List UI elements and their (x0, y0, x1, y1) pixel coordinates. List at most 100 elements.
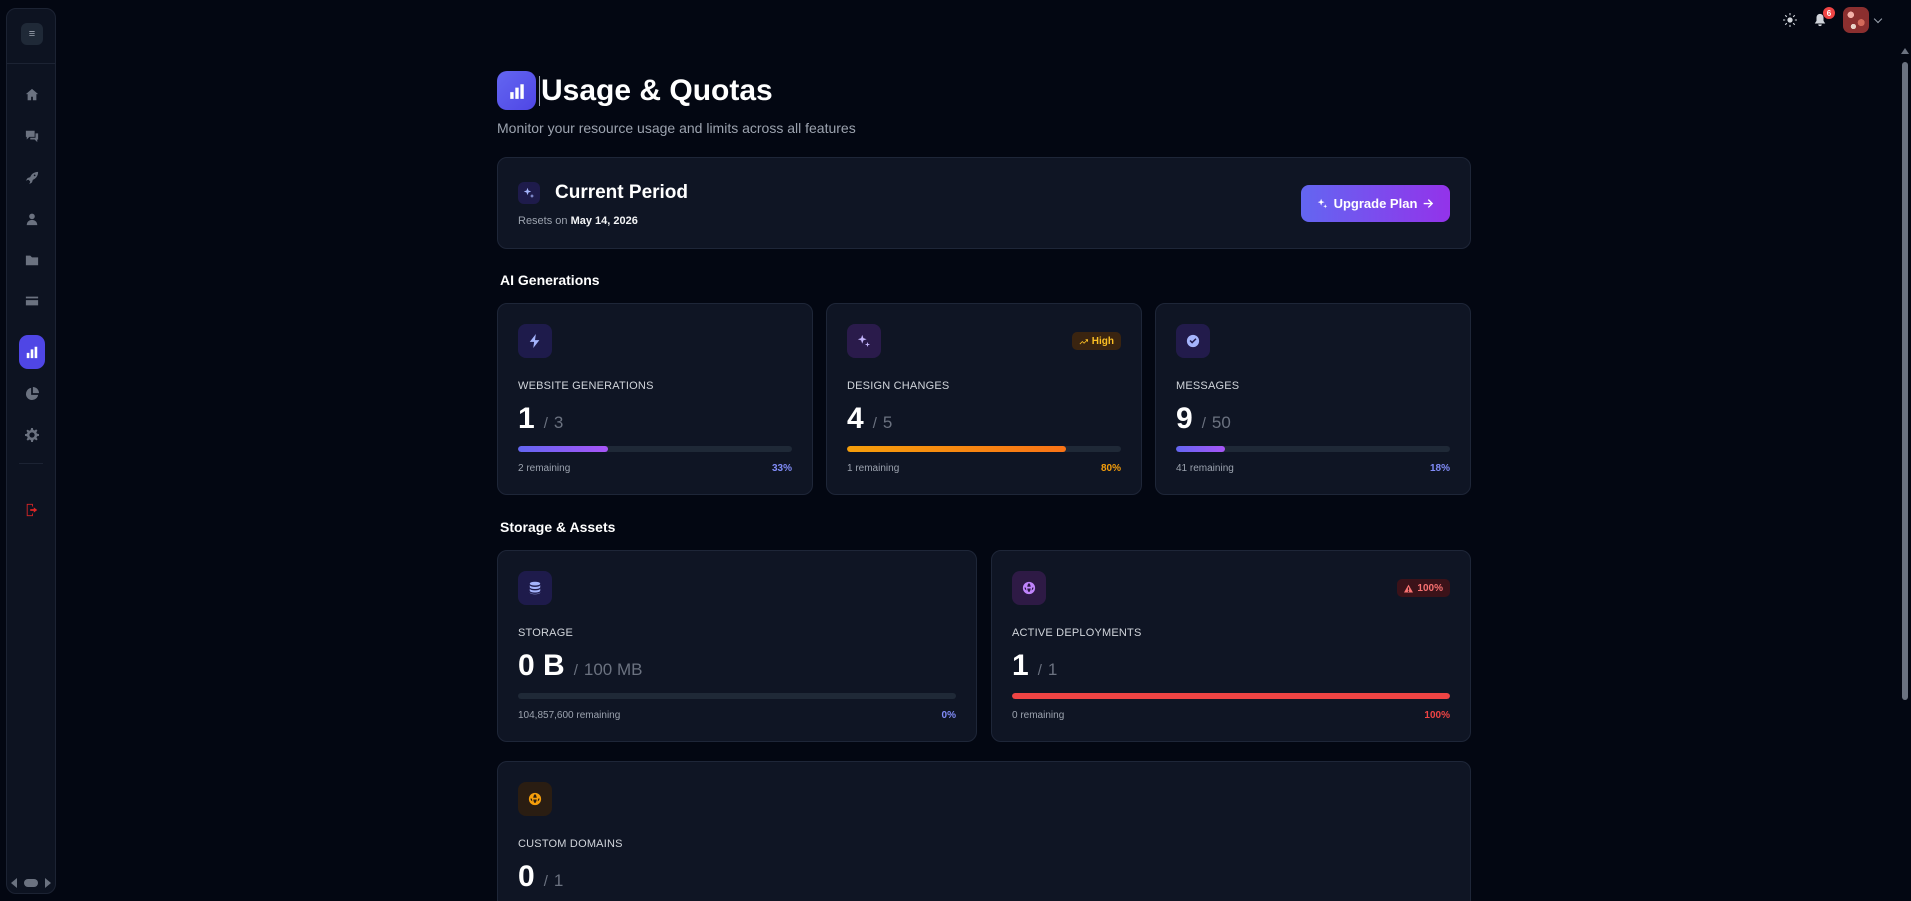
lightning-icon (518, 324, 552, 358)
page-subtitle: Monitor your resource usage and limits a… (497, 120, 856, 136)
sparkles-icon (518, 182, 540, 204)
progress-fill (1176, 446, 1226, 452)
metric-separator: / (872, 415, 877, 432)
check-circle-icon (1176, 324, 1210, 358)
user-icon (26, 213, 38, 226)
badge-label: 100% (1417, 582, 1443, 594)
metric-percent: 100% (1424, 710, 1450, 721)
usage-high-badge: High (1071, 332, 1121, 350)
gear-icon (25, 428, 39, 442)
metric-percent: 80% (1100, 463, 1121, 474)
metric-percent: 0% (941, 710, 956, 721)
theme-toggle-button[interactable] (1783, 13, 1797, 27)
page-icon (497, 71, 536, 110)
metric-limit: 1 (1047, 660, 1058, 679)
metric-card-custom-domains: CUSTOM DOMAINS 0 / 1 (497, 761, 1471, 901)
upgrade-plan-label: Upgrade Plan (1333, 196, 1418, 211)
sidebar-item-settings[interactable] (20, 423, 44, 447)
metric-remaining: 0 remaining (1012, 710, 1065, 721)
sidebar-item-profile[interactable] (20, 207, 44, 231)
progress-bar (1012, 693, 1450, 699)
globe-icon (518, 782, 552, 816)
topbar: 6 (1783, 6, 1883, 34)
metric-label: ACTIVE DEPLOYMENTS (1012, 627, 1142, 639)
metric-limit: 50 (1211, 413, 1231, 432)
section-title-ai-generations: AI Generations (500, 272, 600, 288)
reset-date-text: Resets on May 14, 2026 (518, 215, 638, 227)
metric-card-website-generations: WEBSITE GENERATIONS 1 / 3 2 remaining 33… (497, 303, 813, 495)
metric-limit: 100 MB (583, 660, 643, 679)
sidebar-item-usage[interactable] (19, 335, 45, 369)
progress-fill (1012, 693, 1450, 699)
metric-card-active-deployments: 100% ACTIVE DEPLOYMENTS 1 / 1 0 remainin… (991, 550, 1471, 742)
bar-chart-icon (509, 83, 524, 99)
sidebar-toggle-button[interactable]: ≡ (21, 23, 43, 45)
user-menu[interactable] (1843, 7, 1883, 33)
sidebar-item-chat[interactable] (20, 124, 44, 148)
metric-used: 4 (847, 402, 864, 435)
sidebar-item-logout[interactable] (20, 498, 44, 522)
rocket-icon (25, 171, 39, 185)
sidebar-item-home[interactable] (20, 83, 44, 107)
metric-value: 1 / 1 (1012, 649, 1057, 683)
metric-limit: 5 (882, 413, 893, 432)
metric-used: 0 (518, 860, 535, 893)
metric-card-messages: MESSAGES 9 / 50 41 remaining 18% (1155, 303, 1471, 495)
progress-bar (518, 446, 792, 452)
metric-used: 9 (1176, 402, 1193, 435)
scroll-thumb[interactable] (1902, 62, 1908, 700)
notifications-button[interactable]: 6 (1813, 7, 1835, 27)
credit-card-icon (25, 296, 39, 306)
warning-icon (1404, 584, 1414, 592)
notification-count-badge: 6 (1823, 7, 1835, 19)
scroll-up-arrow[interactable] (1901, 48, 1909, 54)
sun-icon (1783, 13, 1797, 27)
metric-value: 4 / 5 (847, 402, 892, 436)
metric-card-design-changes: High DESIGN CHANGES 4 / 5 1 remaining 80… (826, 303, 1142, 495)
chat-icon (25, 130, 39, 143)
usage-limit-badge: 100% (1397, 579, 1450, 597)
sparkles-icon (847, 324, 881, 358)
metric-limit: 1 (553, 871, 564, 890)
metric-separator: / (1037, 662, 1042, 679)
metric-percent: 33% (771, 463, 792, 474)
metric-label: DESIGN CHANGES (847, 380, 950, 392)
sidebar-item-deploy[interactable] (20, 166, 44, 190)
arrow-right-icon (1424, 199, 1434, 208)
avatar (1843, 7, 1869, 33)
trending-up-icon (1079, 338, 1088, 344)
metric-separator: / (543, 873, 548, 890)
scroll-left-arrow[interactable] (11, 878, 17, 888)
metric-limit: 3 (553, 413, 564, 432)
metric-label: MESSAGES (1176, 380, 1240, 392)
progress-bar (847, 446, 1121, 452)
menu-icon: ≡ (28, 28, 36, 40)
sidebar: ≡ (6, 8, 56, 894)
metric-value: 1 / 3 (518, 402, 563, 436)
sidebar-item-analytics[interactable] (20, 382, 44, 406)
scroll-right-arrow[interactable] (45, 878, 51, 888)
metric-percent: 18% (1429, 463, 1450, 474)
reset-date: May 14, 2026 (570, 215, 638, 227)
metric-label: CUSTOM DOMAINS (518, 838, 623, 850)
upgrade-plan-button[interactable]: Upgrade Plan (1301, 185, 1450, 222)
database-icon (518, 571, 552, 605)
metric-separator: / (573, 662, 578, 679)
sidebar-scrollbar[interactable] (11, 877, 51, 889)
metric-used: 0 B (518, 649, 565, 682)
metric-remaining: 41 remaining (1176, 463, 1234, 474)
page-header: Usage & Quotas (497, 71, 773, 110)
metric-remaining: 104,857,600 remaining (518, 710, 621, 721)
metric-value: 0 / 1 (518, 860, 563, 894)
page-title: Usage & Quotas (541, 73, 773, 107)
scroll-thumb[interactable] (24, 879, 38, 887)
pie-chart-icon (25, 387, 39, 401)
metric-value: 9 / 50 (1176, 402, 1231, 436)
sidebar-divider (7, 63, 55, 64)
logout-icon (26, 503, 38, 517)
page-scrollbar[interactable] (1899, 44, 1911, 901)
sidebar-item-projects[interactable] (20, 248, 44, 272)
chevron-down-icon (1873, 14, 1883, 23)
sidebar-item-billing[interactable] (20, 289, 44, 313)
text-cursor (539, 75, 540, 106)
